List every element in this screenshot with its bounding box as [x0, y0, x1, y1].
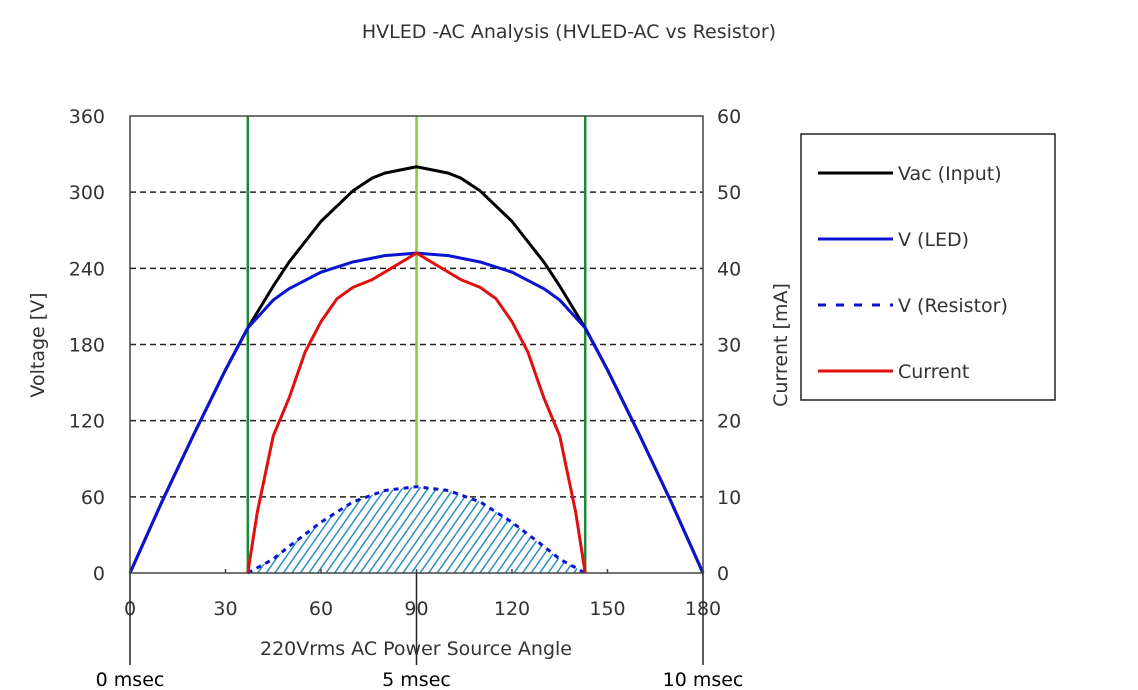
y-tick-label: 120	[69, 411, 105, 433]
v-resistor-area	[247, 486, 586, 573]
y-tick-label: 0	[93, 563, 105, 585]
y2-axis-label: Current [mA]	[770, 283, 792, 407]
y-tick-label: 360	[69, 106, 105, 128]
legend: Vac (Input) V (LED) V (Resistor) Current	[800, 133, 1056, 401]
y2-tick-label: 0	[717, 563, 729, 585]
time-label: 10 msec	[663, 669, 744, 690]
legend-label-v-resistor: V (Resistor)	[898, 295, 1008, 317]
legend-label-current: Current	[898, 361, 969, 383]
y2-tick-label: 60	[717, 106, 741, 128]
x-axis-label: 220Vrms AC Power Source Angle	[260, 638, 572, 660]
x-tick-label: 150	[589, 598, 625, 620]
y2-tick-label: 20	[717, 411, 741, 433]
y2-tick-label: 40	[717, 258, 741, 280]
v-resistor-line	[247, 485, 586, 575]
x-tick-label: 60	[309, 598, 333, 620]
x-tick-label: 120	[494, 598, 530, 620]
legend-label-v-led: V (LED)	[898, 229, 969, 251]
x-tick-label: 30	[213, 598, 237, 620]
y2-tick-label: 50	[717, 182, 741, 204]
time-label: 0 msec	[96, 669, 165, 690]
y-tick-label: 300	[69, 182, 105, 204]
y-tick-label: 180	[69, 335, 105, 357]
y-tick-label: 60	[81, 487, 105, 509]
y2-tick-label: 30	[717, 335, 741, 357]
current-line	[246, 251, 587, 574]
legend-label-vac-input: Vac (Input)	[898, 163, 1002, 185]
y-axis-label: Voltage [V]	[27, 292, 49, 397]
y2-tick-label: 10	[717, 487, 741, 509]
time-label: 5 msec	[382, 669, 451, 690]
y-tick-label: 240	[69, 258, 105, 280]
chart-title: HVLED -AC Analysis (HVLED-AC vs Resistor…	[362, 21, 776, 43]
